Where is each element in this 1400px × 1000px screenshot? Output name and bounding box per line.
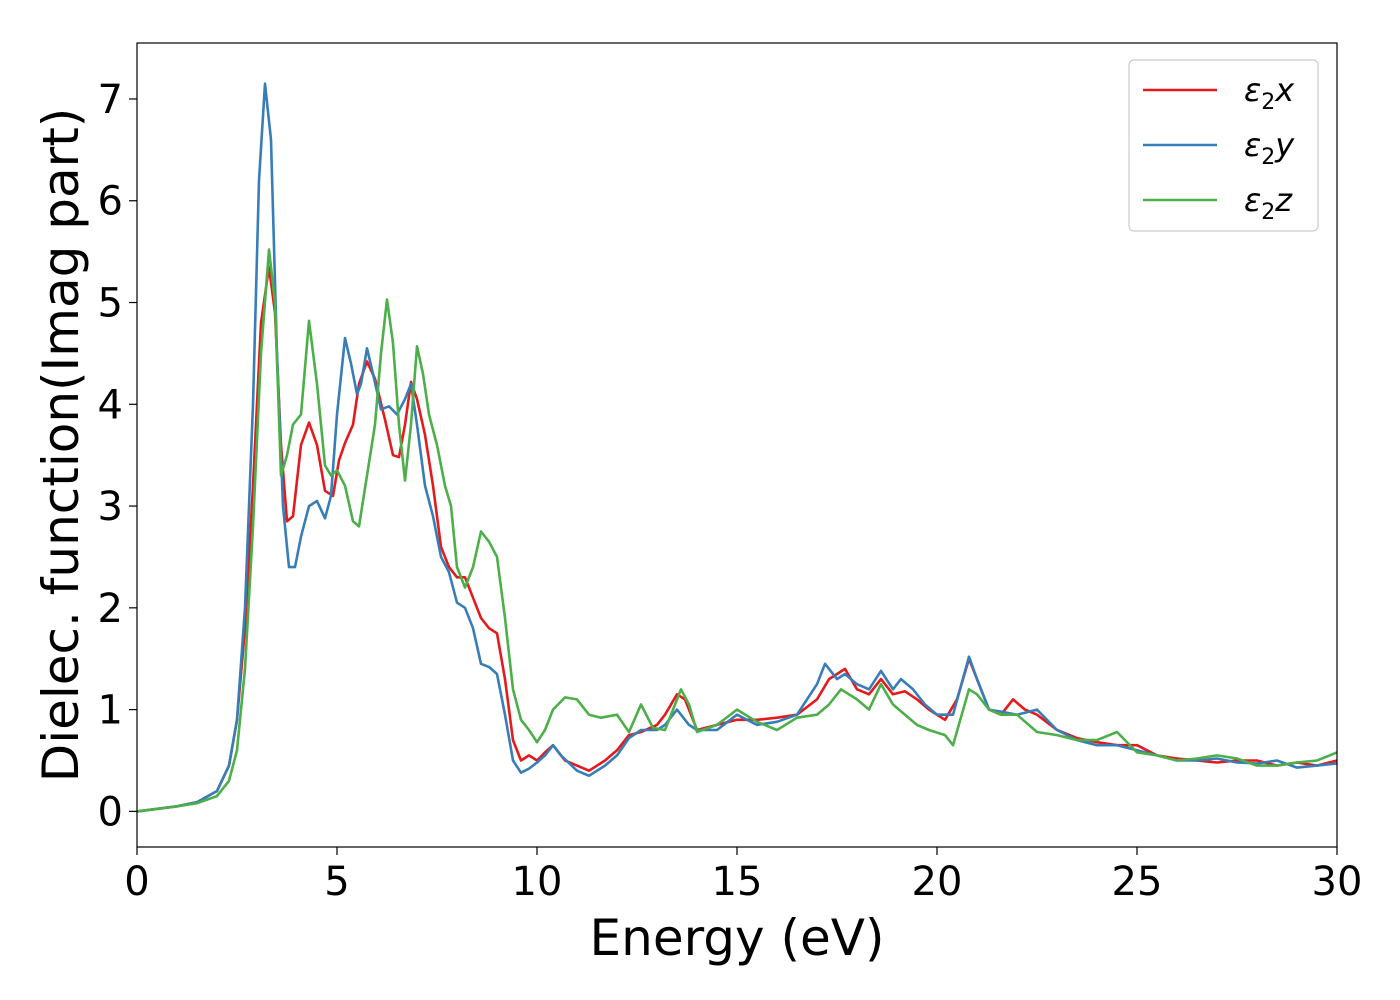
y-tick-label: 0	[98, 789, 123, 835]
legend-box	[1128, 59, 1319, 232]
legend: ε2x ε2y ε2z	[1128, 59, 1319, 232]
y-tick-label: 2	[98, 586, 123, 632]
y-tick-label: 5	[98, 281, 123, 327]
legend-label-y: ε2y	[1244, 126, 1295, 170]
y-tick-label: 4	[98, 382, 123, 428]
x-tick-label: 5	[324, 859, 349, 905]
y-axis: 0 1 2 3 4 5 6 7	[98, 77, 137, 835]
series-line-z	[137, 248, 1337, 813]
y-tick-label: 6	[98, 179, 123, 225]
series-line-y	[137, 82, 1337, 813]
x-tick-label: 20	[912, 859, 963, 905]
x-tick-label: 25	[1112, 859, 1163, 905]
x-tick-label: 0	[124, 859, 149, 905]
y-tick-label: 7	[98, 77, 123, 123]
legend-label-z: ε2z	[1244, 181, 1293, 225]
y-tick-label: 1	[98, 688, 123, 734]
x-tick-label: 15	[712, 859, 763, 905]
x-axis: 0 5 10 15 20 25 30	[124, 847, 1362, 905]
plot-lines	[137, 82, 1337, 813]
x-tick-label: 30	[1312, 859, 1363, 905]
x-axis-label: Energy (eV)	[590, 909, 885, 967]
x-tick-label: 10	[512, 859, 563, 905]
y-axis-label: Dielec. function(Imag part)	[32, 108, 90, 783]
legend-label-x: ε2x	[1244, 71, 1295, 115]
y-tick-label: 3	[98, 484, 123, 530]
series-line-x	[137, 265, 1337, 813]
